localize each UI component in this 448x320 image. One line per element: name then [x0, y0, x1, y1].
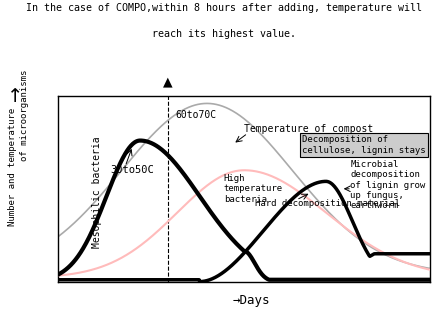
Text: In the case of COMPO,within 8 hours after adding, temperature will: In the case of COMPO,within 8 hours afte…	[26, 3, 422, 13]
Text: Hard decomposition material: Hard decomposition material	[255, 199, 401, 208]
Text: 60to70C: 60to70C	[175, 109, 216, 120]
Text: →Days: →Days	[232, 294, 270, 307]
Text: ▲: ▲	[163, 75, 173, 88]
Text: High
temperature
bacteria: High temperature bacteria	[224, 174, 283, 204]
Text: Temperature of compost: Temperature of compost	[244, 124, 374, 134]
Text: 30to50C: 30to50C	[110, 165, 154, 175]
Text: of microorganisms: of microorganisms	[20, 69, 29, 161]
Text: ↑: ↑	[8, 86, 24, 106]
Text: Mesophilic bacteria: Mesophilic bacteria	[92, 137, 102, 248]
Text: Number and temperature: Number and temperature	[8, 107, 17, 226]
Text: Decomposition of
cellulose, lignin stays: Decomposition of cellulose, lignin stays	[302, 135, 426, 155]
Text: reach its highest value.: reach its highest value.	[152, 29, 296, 39]
Text: Microbial
decomposition
of lignin grow
up fungus,
earthworm: Microbial decomposition of lignin grow u…	[350, 160, 426, 210]
